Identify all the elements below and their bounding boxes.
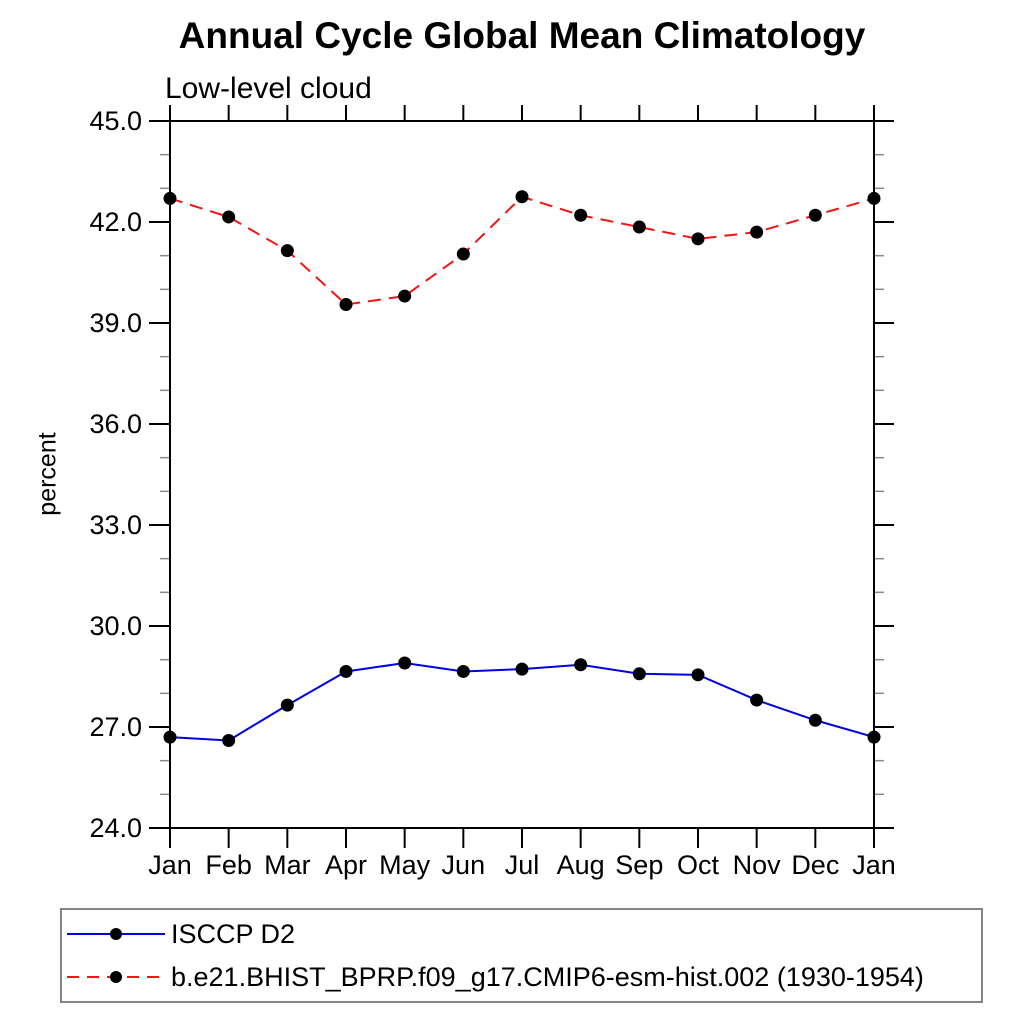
legend-marker-dot-icon <box>110 928 122 940</box>
y-tick-label: 33.0 <box>89 510 142 540</box>
series-0-marker <box>691 668 705 682</box>
x-tick-label-dec: Dec <box>791 850 840 880</box>
x-tick-label-apr: Apr <box>324 850 368 880</box>
legend-row-model: b.e21.BHIST_BPRP.f09_g17.CMIP6-esm-hist.… <box>62 956 981 999</box>
series-1-marker <box>163 191 177 205</box>
x-tick-label-jul: Jul <box>504 850 540 880</box>
chart-subtitle: Low-level cloud <box>165 72 372 105</box>
series-1-marker <box>222 210 236 224</box>
series-0-marker <box>339 664 353 678</box>
series-0-marker <box>632 667 646 681</box>
series-1-marker <box>632 220 646 234</box>
x-tick-label-jun: Jun <box>441 850 486 880</box>
series-0-marker <box>398 656 412 670</box>
series-line-1 <box>169 195 875 306</box>
series-1-marker <box>867 191 881 205</box>
y-tick-label: 39.0 <box>89 308 142 338</box>
series-0-marker <box>808 713 822 727</box>
legend-label-isccp: ISCCP D2 <box>171 918 296 949</box>
series-1-marker <box>808 208 822 222</box>
series-1-marker <box>280 244 294 258</box>
chart-title: Annual Cycle Global Mean Climatology <box>178 15 866 56</box>
series-0-marker <box>515 662 529 676</box>
series-1-marker <box>750 225 764 239</box>
x-tick-label-jan: Jan <box>148 850 192 880</box>
x-tick-label-sep: Sep <box>615 850 664 880</box>
series-1-marker <box>515 190 529 204</box>
axis-frame <box>169 120 875 829</box>
x-tick-label-feb: Feb <box>205 850 252 880</box>
legend-line-sample-dashed <box>67 971 165 983</box>
series-1-marker <box>398 289 412 303</box>
legend-line-sample-solid <box>67 928 165 940</box>
series-0-marker <box>280 698 294 712</box>
legend-label-model: b.e21.BHIST_BPRP.f09_g17.CMIP6-esm-hist.… <box>171 961 924 992</box>
y-tick-label: 30.0 <box>89 611 142 641</box>
series-0-marker <box>456 664 470 678</box>
series-0-marker <box>222 733 236 747</box>
x-tick-label-nov: Nov <box>732 850 781 880</box>
series-0-marker <box>574 658 588 672</box>
series-1-marker <box>691 232 705 246</box>
x-tick-label-mar: Mar <box>264 850 311 880</box>
legend-marker-dot-icon <box>110 971 122 983</box>
y-tick-label: 27.0 <box>89 712 142 742</box>
x-tick-label-jan: Jan <box>852 850 896 880</box>
series-1-marker <box>574 208 588 222</box>
x-tick-label-aug: Aug <box>556 850 605 880</box>
x-tick-label-oct: Oct <box>676 850 719 880</box>
y-tick-label: 45.0 <box>89 106 142 136</box>
y-tick-label: 42.0 <box>89 207 142 237</box>
series-0-marker <box>163 730 177 744</box>
legend: ISCCP D2 b.e21.BHIST_BPRP.f09_g17.CMIP6-… <box>60 908 983 1003</box>
series-1-marker <box>339 297 353 311</box>
series-0-marker <box>750 693 764 707</box>
y-tick-label: 36.0 <box>89 409 142 439</box>
x-tick-label-may: May <box>379 850 431 880</box>
series-0-marker <box>867 730 881 744</box>
series-1-marker <box>456 247 470 261</box>
y-tick-label: 24.0 <box>89 813 142 843</box>
legend-row-isccp: ISCCP D2 <box>62 913 981 956</box>
